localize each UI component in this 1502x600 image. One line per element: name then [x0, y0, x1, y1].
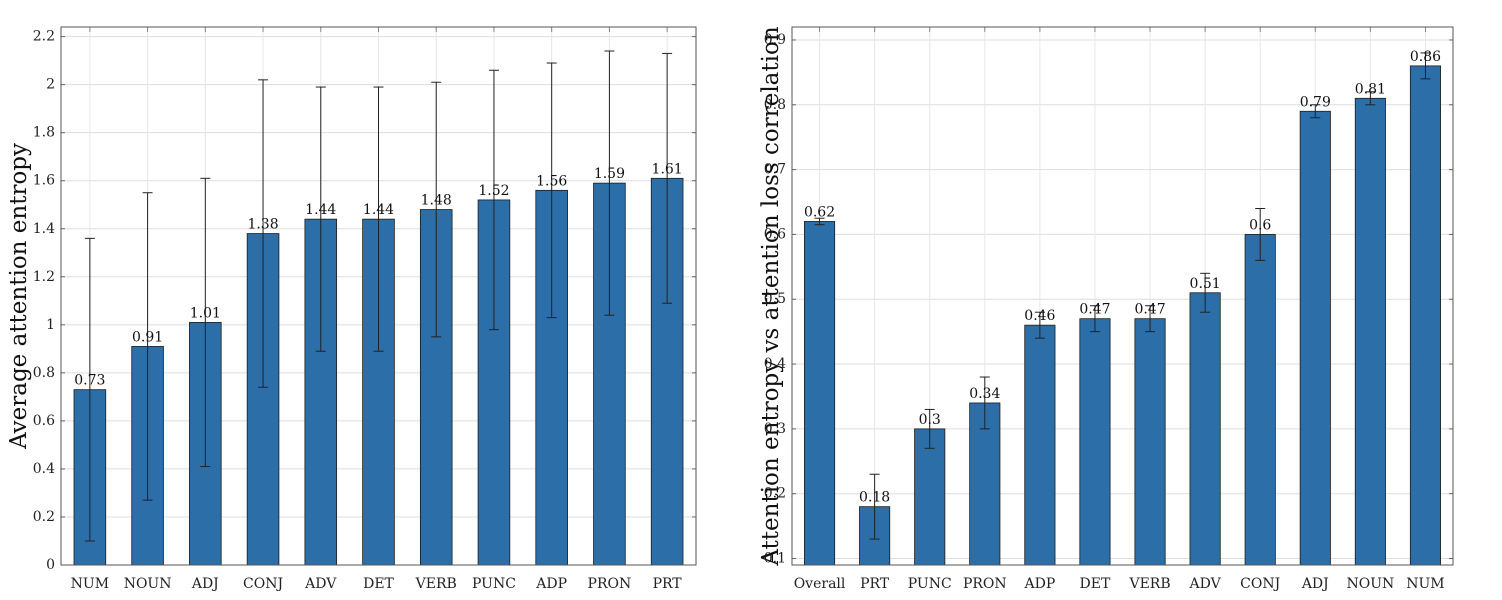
value-labels: 0.62 0.18 0.3 0.34 0.46 0.47 0.47 0.51 0.6 0.79 0.… [804, 49, 1441, 506]
x-tick-label-adv: ADV [304, 576, 337, 592]
bar-det [1079, 318, 1111, 566]
bar-adp [1024, 324, 1056, 566]
value-label-prt: 1.61 [652, 161, 683, 177]
bar-num [1409, 65, 1442, 566]
value-label-adv: 0.51 [1190, 276, 1221, 292]
value-label-verb: 1.48 [421, 193, 452, 209]
x-tick-label-conj: CONJ [1240, 576, 1280, 592]
x-tick-label-adj: ADJ [191, 576, 219, 592]
x-tick-label-noun: NOUN [1346, 576, 1394, 592]
value-label-pron: 0.34 [969, 386, 1000, 402]
y-axis-title: Attention entropy vs attention loss corr… [758, 26, 784, 566]
y-tick-label: 0.2 [764, 486, 786, 502]
value-label-adp: 1.56 [536, 173, 567, 189]
y-tick-label: 1 [46, 317, 55, 333]
y-axis-title: Average attention entropy [6, 143, 32, 450]
y-tick-label: 1.2 [33, 269, 55, 285]
plot-frame [791, 26, 1454, 566]
x-tick-label-adp: ADP [1023, 576, 1055, 592]
bars [803, 65, 1442, 566]
x-tick-labels: NUM NOUN ADJ CONJ ADV DET VERB PUNC ADP PRON PRT [71, 576, 683, 592]
y-tick-label: 1.6 [33, 173, 55, 189]
value-label-pron: 1.59 [594, 166, 625, 182]
x-tick-label-adv: ADV [1189, 576, 1222, 592]
bar-noun [1354, 97, 1386, 566]
value-label-conj: 1.38 [247, 217, 278, 233]
value-labels: 0.73 0.91 1.01 1.38 1.44 1.44 1.48 1.52 1.56 1.59… [74, 161, 682, 388]
value-label-prt: 0.18 [859, 490, 890, 506]
y-tick-label: 1.4 [33, 221, 55, 237]
value-label-conj: 0.6 [1249, 217, 1271, 233]
y-tick-label: 0.9 [764, 32, 786, 48]
x-tick-label-verb: VERB [1128, 576, 1170, 592]
value-label-overall: 0.62 [804, 204, 835, 220]
bar-punc [914, 428, 946, 566]
value-label-noun: 0.81 [1355, 81, 1386, 97]
correlation-bar-chart: 0.62 0.18 0.3 0.34 0.46 0.47 0.47 0.51 0.6 0.79 0.… [758, 26, 1454, 592]
y-tick-label: 0.8 [764, 97, 786, 113]
y-tick-label: 0.2 [33, 509, 55, 525]
x-tick-label-prt: PRT [860, 576, 890, 592]
value-label-adv: 1.44 [305, 202, 336, 218]
gridlines [792, 27, 1453, 565]
value-label-det: 1.44 [363, 202, 394, 218]
value-label-adj: 1.01 [190, 305, 221, 321]
x-tick-label-prt: PRT [653, 576, 683, 592]
x-tick-labels: Overall PRT PUNC PRON ADP DET VERB ADV CONJ ADJ NO… [794, 576, 1445, 592]
bar-adv [1189, 292, 1221, 566]
error-bars [814, 52, 1431, 540]
x-tick-label-adp: ADP [535, 576, 567, 592]
x-tick-label-verb: VERB [415, 576, 457, 592]
y-tick-label: 0.3 [764, 421, 786, 437]
bar-pron [969, 402, 1001, 566]
y-tick-label: 0.6 [764, 226, 786, 242]
bar-conj [1244, 234, 1276, 566]
x-tick-label-punc: PUNC [908, 576, 952, 592]
plot-frame [60, 26, 697, 566]
value-label-num: 0.86 [1410, 49, 1441, 65]
x-tick-label-overall: Overall [794, 576, 846, 592]
value-label-num: 0.73 [74, 373, 105, 389]
x-tick-label-punc: PUNC [472, 576, 516, 592]
y-tick-label: 1.8 [33, 125, 55, 141]
y-tick-label: 0.4 [764, 356, 786, 372]
y-tick-label: 0.5 [764, 291, 786, 307]
y-tick-label: 0.8 [33, 365, 55, 381]
x-tick-label-det: DET [1080, 576, 1111, 592]
bar-overall [803, 221, 836, 566]
value-label-det: 0.47 [1079, 302, 1110, 318]
y-tick-label: 0 [46, 557, 55, 573]
value-label-punc: 1.52 [478, 183, 509, 199]
y-tick-label: 0.7 [764, 162, 786, 178]
value-label-adj: 0.79 [1300, 94, 1331, 110]
y-tick-label: 2 [46, 77, 55, 93]
y-tick-label: 0.4 [33, 461, 55, 477]
x-tick-label-det: DET [363, 576, 394, 592]
x-tick-label-pron: PRON [588, 576, 632, 592]
x-tick-label-pron: PRON [963, 576, 1007, 592]
value-label-noun: 0.91 [132, 329, 163, 345]
y-tick-labels: 0.1 0.2 0.3 0.4 0.5 0.6 0.7 0.8 0.9 [764, 32, 786, 567]
entropy-bar-chart: 0.73 0.91 1.01 1.38 1.44 1.44 1.48 1.52 1.56 1.59… [6, 26, 697, 592]
y-tick-label: 2.2 [33, 29, 55, 45]
y-tick-label: 0.6 [33, 413, 55, 429]
x-tick-label-noun: NOUN [124, 576, 172, 592]
x-tick-label-num: NUM [1406, 576, 1444, 592]
value-label-punc: 0.3 [919, 412, 941, 428]
error-bars [84, 50, 673, 542]
x-tick-label-adj: ADJ [1301, 576, 1329, 592]
value-label-verb: 0.47 [1134, 302, 1165, 318]
value-label-adp: 0.46 [1024, 308, 1055, 324]
x-tick-label-num: NUM [71, 576, 109, 592]
y-tick-label: 0.1 [764, 551, 786, 567]
y-tick-labels: 0 0.2 0.4 0.6 0.8 1 1.2 1.4 1.6 1.8 2 2.2 [33, 29, 55, 573]
x-tick-label-conj: CONJ [243, 576, 283, 592]
bar-verb [1134, 318, 1166, 566]
bar-adj [1299, 110, 1331, 566]
